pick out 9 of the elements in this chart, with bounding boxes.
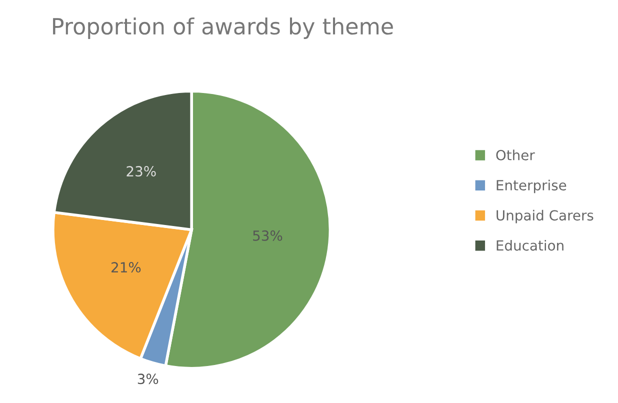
legend-label: Education — [496, 240, 564, 251]
legend-label: Unpaid Carers — [496, 210, 594, 224]
data-label: 21% — [112, 262, 141, 273]
data-label: 53% — [253, 230, 282, 241]
legend-label: Other — [496, 150, 535, 160]
legend-label: Enterprise — [496, 180, 566, 194]
data-label: 23% — [126, 166, 156, 177]
chart-title: Proportion of awards by theme — [53, 17, 393, 39]
data-label: 3% — [138, 374, 158, 384]
